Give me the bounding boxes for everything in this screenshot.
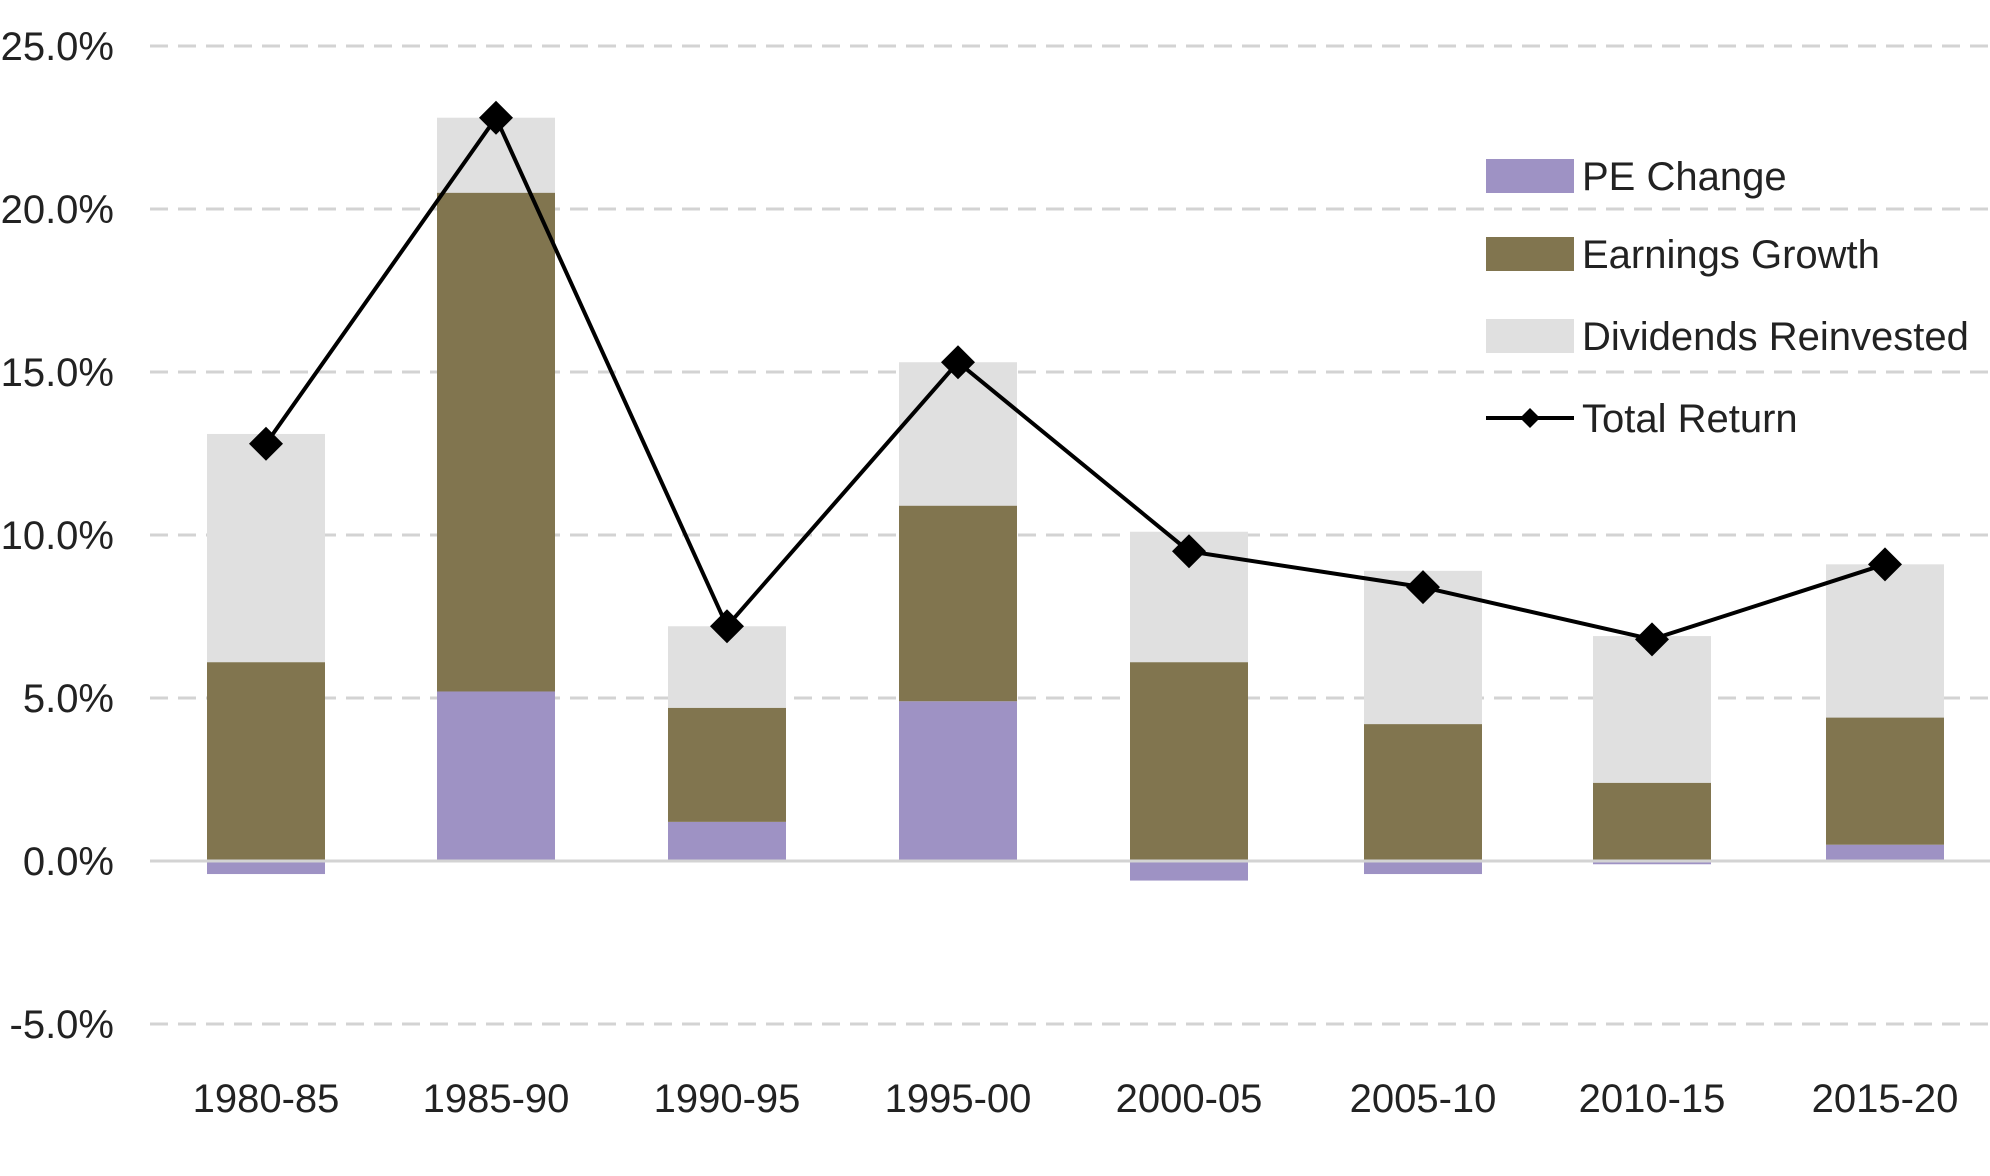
bar-pe-change-1990-95	[668, 821, 786, 861]
bars	[207, 117, 1944, 881]
legend-label-total-return: Total Return	[1582, 397, 1798, 441]
x-tick-label: 2010-15	[1579, 1077, 1726, 1121]
bar-earnings-growth-1995-00	[899, 505, 1017, 702]
bar-pe-change-1985-90	[437, 691, 555, 861]
legend: PE Change Earnings Growth Dividends Reinve…	[1486, 155, 1969, 441]
y-tick-label: -5.0%	[10, 1003, 115, 1047]
bar-pe-change-2005-10	[1364, 861, 1482, 875]
y-tick-label: 25.0%	[1, 25, 114, 69]
bar-dividends-reinvested-1995-00	[899, 362, 1017, 506]
x-tick-label: 1985-90	[423, 1077, 570, 1121]
legend-swatch-marker-total-return	[1520, 408, 1540, 428]
total-return-marker-2005-10	[1406, 570, 1440, 605]
bar-pe-change-1980-85	[207, 861, 325, 875]
bar-pe-change-1995-00	[899, 701, 1017, 861]
total-return-marker-2000-05	[1172, 534, 1206, 569]
bar-earnings-growth-1985-90	[437, 192, 555, 692]
x-tick-label: 1990-95	[654, 1077, 801, 1121]
y-axis-ticks: 25.0% 20.0% 15.0% 10.0% 5.0% 0.0% -5.0%	[1, 25, 114, 1047]
y-tick-label: 5.0%	[23, 677, 114, 721]
bar-dividends-reinvested-2010-15	[1593, 636, 1711, 783]
x-tick-label: 2000-05	[1116, 1077, 1263, 1121]
total-return-marker-1980-85	[249, 426, 283, 461]
y-tick-label: 20.0%	[1, 188, 114, 232]
legend-label-dividends-reinvested: Dividends Reinvested	[1582, 315, 1969, 359]
total-return-marker-1985-90	[479, 100, 513, 135]
bar-dividends-reinvested-2015-20	[1826, 564, 1944, 718]
total-return-marker-2015-20	[1868, 547, 1902, 582]
bar-earnings-growth-1980-85	[207, 662, 325, 861]
legend-swatch-dividends-reinvested	[1486, 319, 1574, 353]
bar-earnings-growth-2005-10	[1364, 724, 1482, 861]
total-return-polyline	[264, 113, 1886, 642]
legend-swatch-pe-change	[1486, 159, 1574, 193]
x-tick-label: 1995-00	[885, 1077, 1032, 1121]
legend-label-earnings-growth: Earnings Growth	[1582, 233, 1880, 277]
total-return-marker-1995-00	[941, 345, 975, 380]
total-return-line	[249, 100, 1902, 657]
bar-pe-change-2010-15	[1593, 861, 1711, 865]
total-return-marker-1990-95	[710, 609, 744, 644]
x-tick-label: 2005-10	[1350, 1077, 1497, 1121]
x-tick-label: 2015-20	[1812, 1077, 1959, 1121]
y-tick-label: 15.0%	[1, 351, 114, 395]
legend-label-pe-change: PE Change	[1582, 155, 1787, 199]
y-tick-label: 10.0%	[1, 514, 114, 558]
bar-earnings-growth-2015-20	[1826, 717, 1944, 845]
bar-earnings-growth-2000-05	[1130, 662, 1248, 861]
y-tick-label: 0.0%	[23, 840, 114, 884]
bar-pe-change-2000-05	[1130, 861, 1248, 881]
bar-earnings-growth-1990-95	[668, 707, 786, 822]
x-axis-ticks: 1980-85 1985-90 1990-95 1995-00 2000-05 2005-…	[193, 1077, 1959, 1121]
bar-earnings-growth-2010-15	[1593, 782, 1711, 861]
bar-dividends-reinvested-1980-85	[207, 433, 325, 663]
total-return-marker-2010-15	[1635, 622, 1669, 657]
x-tick-label: 1980-85	[193, 1077, 340, 1121]
bar-pe-change-2015-20	[1826, 844, 1944, 861]
legend-swatch-earnings-growth	[1486, 237, 1574, 271]
